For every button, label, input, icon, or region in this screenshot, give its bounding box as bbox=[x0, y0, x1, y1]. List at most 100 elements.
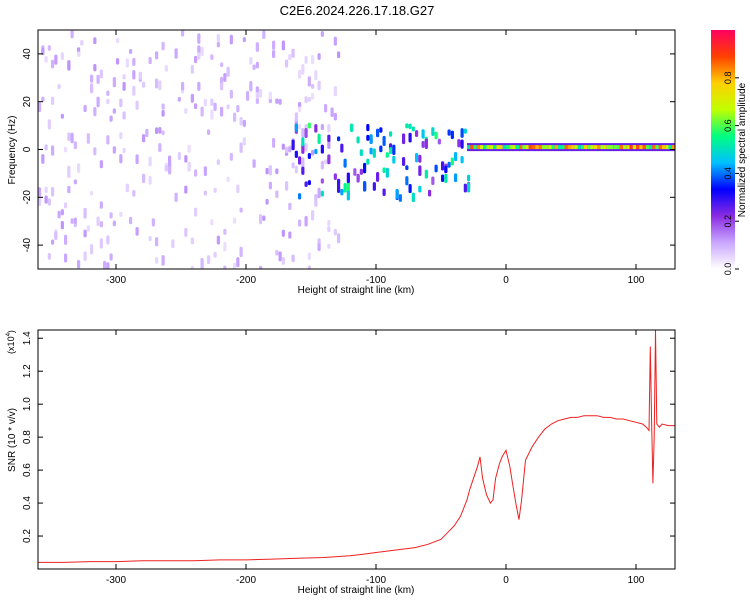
heatmap-cell bbox=[109, 115, 113, 122]
heatmap-cell bbox=[671, 145, 675, 150]
y-tick-label: 40 bbox=[22, 48, 33, 60]
heatmap-cell bbox=[366, 158, 370, 165]
heatmap-cell bbox=[125, 58, 129, 68]
heatmap-cell bbox=[489, 145, 494, 150]
heatmap-cell bbox=[259, 265, 263, 269]
heatmap-cell bbox=[340, 188, 344, 196]
heatmap-cell bbox=[502, 145, 507, 150]
heatmap-cell bbox=[291, 48, 295, 58]
line-background bbox=[38, 330, 675, 569]
heatmap-cell bbox=[112, 108, 116, 114]
heatmap-cell bbox=[363, 181, 367, 192]
heatmap-cell bbox=[447, 129, 451, 136]
heatmap-cell bbox=[327, 139, 331, 150]
heatmap-cell bbox=[93, 64, 97, 72]
heatmap-cell bbox=[239, 142, 243, 154]
heatmap-cell bbox=[44, 195, 48, 204]
heatmap-cell bbox=[320, 190, 324, 197]
heatmap-cell bbox=[197, 33, 201, 44]
heatmap-cell bbox=[161, 103, 165, 110]
heatmap-cell bbox=[385, 167, 389, 178]
heatmap-cell bbox=[197, 81, 201, 91]
heatmap-cell bbox=[356, 173, 360, 181]
y-tick-label: 20 bbox=[22, 96, 33, 108]
heatmap-cell bbox=[298, 102, 302, 109]
heatmap-cell bbox=[216, 235, 220, 245]
heatmap-cell bbox=[41, 96, 45, 102]
heatmap-cell bbox=[112, 146, 116, 154]
heatmap-cell bbox=[636, 145, 640, 150]
heatmap-cell bbox=[343, 158, 347, 168]
heatmap-cell bbox=[122, 147, 126, 154]
heatmap-cell bbox=[532, 145, 536, 150]
heatmap-cell bbox=[376, 128, 380, 138]
heatmap-cell bbox=[311, 92, 315, 100]
heatmap-cell bbox=[119, 154, 123, 164]
heatmap-cell bbox=[272, 40, 276, 50]
heatmap-cell bbox=[99, 160, 103, 169]
heatmap-cell bbox=[223, 241, 227, 252]
heatmap-cell bbox=[252, 159, 256, 168]
heatmap-cell bbox=[64, 146, 68, 153]
heatmap-cell bbox=[382, 135, 386, 147]
heatmap-cell bbox=[60, 52, 64, 61]
heatmap-cell bbox=[288, 53, 292, 61]
heatmap-cell bbox=[116, 37, 120, 44]
heatmap-cell bbox=[597, 145, 601, 150]
heatmap-cell bbox=[395, 188, 399, 200]
heatmap-cell bbox=[346, 189, 350, 201]
heatmap-cell bbox=[161, 130, 165, 136]
heatmap-cell bbox=[67, 185, 71, 194]
heatmap-cell bbox=[392, 144, 396, 156]
heatmap-cell bbox=[519, 145, 523, 150]
heatmap-cell bbox=[268, 181, 272, 190]
heatmap-cell bbox=[363, 162, 367, 174]
heatmap-cell bbox=[86, 225, 90, 232]
heatmap-cell bbox=[278, 251, 282, 262]
heatmap-cell bbox=[116, 58, 120, 65]
heatmap-cell bbox=[613, 145, 617, 150]
heatmap-cell bbox=[411, 126, 415, 132]
heatmap-cell bbox=[220, 62, 224, 68]
heatmap-cell bbox=[441, 174, 445, 183]
heatmap-cell bbox=[112, 220, 116, 227]
heatmap-cell bbox=[86, 133, 90, 144]
heatmap-cell bbox=[320, 30, 324, 37]
heatmap-cell bbox=[554, 145, 559, 150]
heatmap-cell bbox=[450, 157, 454, 166]
heatmap-cell bbox=[90, 244, 94, 255]
heatmap-cell bbox=[142, 81, 146, 88]
heatmap-cell bbox=[317, 238, 321, 244]
heatmap-cell bbox=[304, 128, 308, 139]
heatmap-cell bbox=[649, 145, 653, 150]
heatmap-cell bbox=[610, 145, 614, 150]
heatmap-cell bbox=[93, 37, 97, 45]
heatmap-cell bbox=[288, 202, 292, 211]
heatmap-cell bbox=[249, 80, 253, 92]
heatmap-cell bbox=[138, 71, 142, 80]
heatmap-cell bbox=[337, 51, 341, 59]
line-x-ticks: -300 -200 -100 0 100 bbox=[106, 330, 645, 586]
heatmap-cell bbox=[330, 107, 334, 117]
colorbar-gradient bbox=[711, 30, 735, 269]
heatmap-cell bbox=[112, 77, 116, 88]
heatmap-cell bbox=[213, 251, 217, 258]
heatmap-cell bbox=[460, 139, 464, 149]
heatmap-cell bbox=[285, 181, 289, 191]
heatmap-cell bbox=[606, 145, 611, 150]
heatmap-cell bbox=[83, 207, 87, 219]
heatmap-cell bbox=[168, 169, 172, 175]
heatmap-cell bbox=[255, 98, 259, 104]
heatmap-cell bbox=[239, 207, 243, 213]
heatmap-cell bbox=[44, 56, 48, 63]
heatmap-cell bbox=[317, 187, 321, 199]
heatmap-cell bbox=[346, 181, 350, 191]
snr-series-line bbox=[38, 330, 675, 563]
heatmap-cell bbox=[460, 128, 464, 138]
heatmap-cell bbox=[571, 145, 575, 150]
heatmap-cell bbox=[200, 106, 204, 117]
y-tick-label: 0.8 bbox=[22, 430, 33, 444]
heatmap-cell bbox=[96, 96, 100, 108]
heatmap-cell bbox=[291, 254, 295, 263]
heatmap-y-ticks: -40 -20 0 20 40 bbox=[22, 48, 675, 252]
